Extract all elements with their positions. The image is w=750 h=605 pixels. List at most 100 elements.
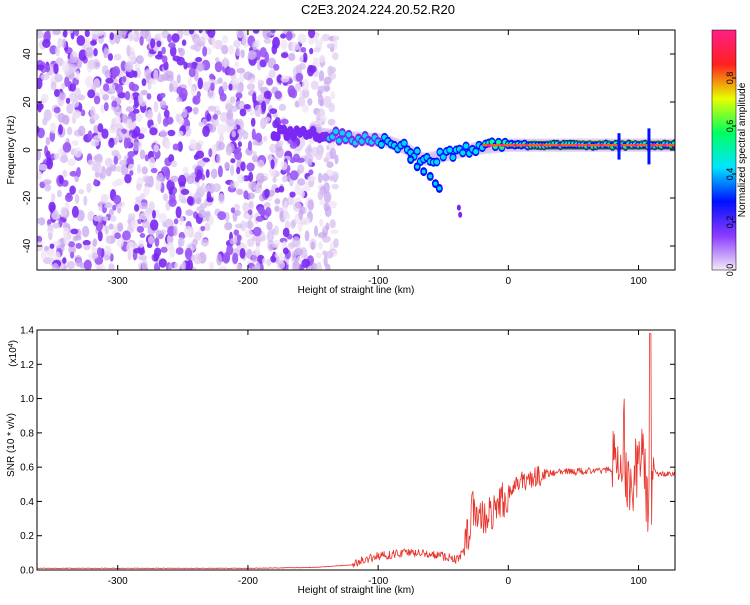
spectrogram-noise-cell bbox=[97, 247, 103, 257]
spectrogram-noise-cell bbox=[75, 258, 82, 267]
spectrogram-noise bbox=[37, 30, 340, 270]
spectrogram-noise-cell bbox=[262, 257, 267, 265]
spectrogram-noise-cell bbox=[298, 209, 304, 220]
spectrogram-noise-cell bbox=[307, 64, 315, 77]
spectrogram-peak-dot bbox=[540, 143, 544, 147]
spectrogram-noise-cell bbox=[274, 198, 281, 205]
spectrogram-noise-cell bbox=[192, 95, 201, 105]
spectrogram-noise-cell bbox=[319, 218, 324, 227]
spectrogram-branch-cell bbox=[458, 211, 463, 218]
spectrogram-noise-cell bbox=[330, 229, 339, 235]
spectrogram-noise-cell bbox=[37, 77, 43, 90]
spectrogram-noise-cell bbox=[146, 93, 152, 100]
spectrogram-noise-cell bbox=[217, 123, 226, 136]
snr-x-tick-label: -200 bbox=[238, 576, 258, 587]
spectrogram-noise-cell bbox=[198, 209, 207, 218]
spectrogram-noise-cell bbox=[157, 50, 163, 58]
spectrogram-noise-cell bbox=[202, 125, 210, 137]
spectrogram-noise-cell bbox=[237, 141, 242, 148]
spectrogram-noise-cell bbox=[168, 42, 176, 49]
spectrogram-noise-cell bbox=[133, 141, 140, 152]
spectrogram-noise-cell bbox=[44, 184, 52, 192]
spectrogram-signal-core bbox=[378, 141, 384, 148]
spectrogram-noise-cell bbox=[136, 225, 145, 233]
spectrogram-noise-cell bbox=[126, 241, 136, 254]
snr-frame bbox=[36, 329, 676, 571]
spectrogram-noise-cell bbox=[101, 128, 109, 139]
spectrogram-noise-cell bbox=[184, 125, 192, 137]
spectrogram-noise-cell bbox=[201, 182, 206, 194]
spectrogram-noise-cell bbox=[266, 221, 273, 231]
spectrogram-noise-cell bbox=[248, 200, 254, 210]
colorbar-tick-label: 0.8 bbox=[725, 72, 735, 85]
spectrogram-noise-cell bbox=[112, 71, 117, 80]
spectrogram-noise-cell bbox=[197, 77, 204, 90]
spectrogram-noise-cell bbox=[188, 67, 196, 78]
spectrogram-noise-cell bbox=[193, 253, 202, 265]
spectrogram-peak-dot bbox=[557, 143, 562, 147]
spectrogram-noise-cell bbox=[93, 178, 98, 186]
spectrogram-noise-cell bbox=[230, 158, 236, 164]
spectrogram-noise-cell bbox=[255, 172, 265, 184]
spectrogram-noise-cell bbox=[119, 159, 128, 166]
spectrogram-noise-cell bbox=[204, 222, 211, 232]
spectrogram-noise-cell bbox=[254, 132, 263, 143]
spectrogram-peak-dot bbox=[575, 143, 579, 147]
spectrogram-noise-cell bbox=[163, 109, 170, 119]
spectrogram-noise-cell bbox=[133, 248, 142, 254]
spectrogram-noise-cell bbox=[37, 30, 44, 39]
spectrogram-noise-cell bbox=[223, 56, 228, 69]
spectrogram-noise-cell bbox=[234, 61, 240, 68]
spectrogram-noise-cell bbox=[62, 142, 72, 153]
spectrogram-noise-cell bbox=[261, 100, 267, 113]
spectrogram-noise-cell bbox=[289, 191, 296, 198]
colorbar-gradient bbox=[711, 29, 737, 271]
spectrogram-noise-cell bbox=[70, 251, 75, 259]
spectrogram-noise-cell bbox=[159, 92, 166, 99]
spectrogram-signal-core bbox=[473, 149, 479, 155]
spectrogram-noise-cell bbox=[274, 205, 280, 212]
spectrogram-noise-cell bbox=[67, 126, 73, 136]
spectrogram-noise-cell bbox=[182, 108, 188, 118]
spectrogram-noise-cell bbox=[280, 161, 288, 171]
snr-series-line bbox=[37, 333, 675, 569]
spectrogram-noise-cell bbox=[97, 230, 103, 242]
spectrogram-noise-cell bbox=[314, 33, 319, 44]
spectrogram-noise-cell bbox=[53, 209, 59, 216]
spectrogram-noise-cell bbox=[200, 238, 209, 247]
spectrogram-noise-cell bbox=[84, 37, 91, 49]
colorbar-tick-label: 0.2 bbox=[725, 216, 735, 229]
spectrogram-noise-cell bbox=[62, 38, 67, 49]
snr-exponent-power: 4 bbox=[8, 343, 15, 347]
spectrogram-noise-cell bbox=[48, 201, 56, 213]
spectrogram-noise-cell bbox=[108, 138, 115, 148]
spectrogram-noise-cell bbox=[168, 263, 173, 270]
spectrogram-noise-cell bbox=[138, 254, 148, 261]
spectrogram-noise-cell bbox=[134, 204, 140, 212]
spectrogram-noise-cell bbox=[254, 104, 262, 117]
spectrogram-noise-cell bbox=[217, 211, 227, 221]
spectrogram-noise-cell bbox=[109, 215, 117, 222]
spectrogram-noise-cell bbox=[248, 50, 254, 60]
spectrogram-noise-cell bbox=[229, 181, 235, 189]
spectrogram-noise-cell bbox=[326, 169, 334, 176]
spectrogram-noise-cell bbox=[57, 37, 63, 48]
colorbar-label: Normalized spectral amplitude bbox=[737, 82, 748, 217]
spectrogram-noise-cell bbox=[150, 167, 158, 174]
spectrogram-noise-cell bbox=[255, 182, 263, 194]
spectrogram-y-tick-label: 20 bbox=[22, 96, 33, 108]
colorbar-tick-label: 0.6 bbox=[725, 120, 735, 133]
colorbar: 0.0 0.2 0.4 0.6 0.8 Normalized spectral ampl… bbox=[711, 29, 748, 277]
spectrogram-noise-cell bbox=[143, 185, 150, 196]
spectrogram-noise-cell bbox=[331, 52, 339, 61]
spectrogram-noise-cell bbox=[229, 96, 236, 104]
spectrogram-noise-cell bbox=[50, 81, 57, 91]
spectrogram-peak-dot bbox=[633, 143, 638, 147]
spectrogram-peak-dot bbox=[500, 143, 504, 147]
snr-y-tick-label: 0.8 bbox=[20, 428, 34, 439]
spectrogram-noise-cell bbox=[301, 258, 311, 268]
colorbar-tick-label: 0.0 bbox=[725, 264, 735, 277]
spectrogram-noise-cell bbox=[280, 118, 289, 125]
spectrogram-noise-cell bbox=[289, 157, 296, 164]
spectrogram-noise-cell bbox=[257, 79, 265, 87]
